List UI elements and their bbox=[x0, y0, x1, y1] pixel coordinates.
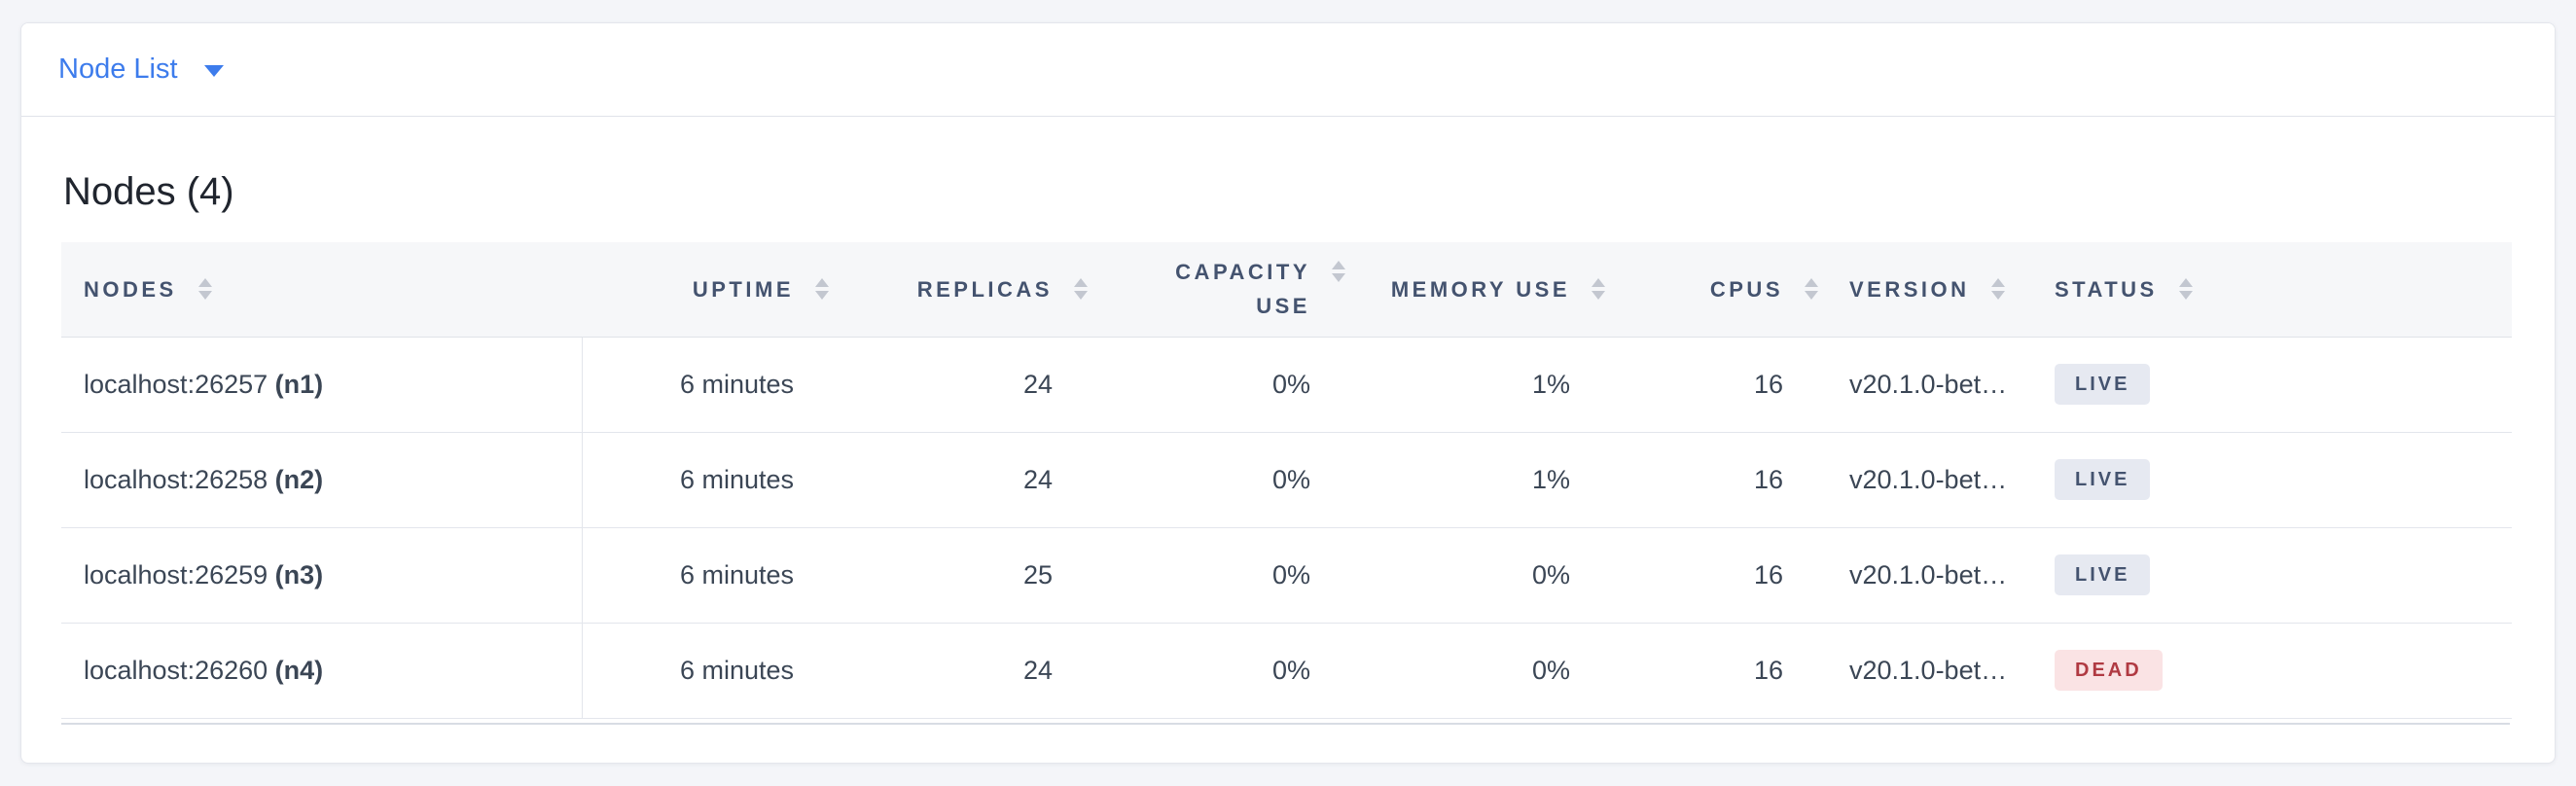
sort-arrows-icon bbox=[1074, 277, 1088, 300]
memory-use-cell: 1% bbox=[1349, 337, 1609, 433]
status-cell: LIVE bbox=[2034, 432, 2512, 528]
sort-arrows-icon bbox=[1592, 277, 1605, 300]
table-row[interactable]: localhost:26258 (n2) 6 minutes 24 0% 1% … bbox=[61, 432, 2512, 528]
table-row[interactable]: localhost:26257 (n1) 6 minutes 24 0% 1% … bbox=[61, 337, 2512, 433]
sort-arrows-icon bbox=[2178, 277, 2193, 300]
table-row[interactable]: localhost:26260 (n4) 6 minutes 24 0% 0% … bbox=[61, 623, 2512, 719]
status-badge: DEAD bbox=[2055, 650, 2163, 691]
node-id: (n4) bbox=[274, 655, 324, 685]
capacity-use-cell: 0% bbox=[1091, 527, 1349, 624]
version-cell: v20.1.0-bet… bbox=[1822, 623, 2034, 719]
column-header-version[interactable]: VERSION bbox=[1822, 242, 2034, 338]
node-list-dropdown[interactable]: Node List bbox=[58, 54, 224, 86]
node-address-cell: localhost:26259 (n3) bbox=[61, 527, 583, 624]
node-address: localhost:26257 bbox=[84, 369, 268, 399]
node-table: NODES UPTIME REPLICAS bbox=[61, 242, 2512, 719]
status-badge: LIVE bbox=[2055, 554, 2151, 595]
status-badge: LIVE bbox=[2055, 459, 2151, 500]
cpus-cell: 16 bbox=[1609, 527, 1822, 624]
memory-use-cell: 0% bbox=[1349, 623, 1609, 719]
column-header-memory-use[interactable]: MEMORY USE bbox=[1349, 242, 1609, 338]
capacity-use-cell: 0% bbox=[1091, 432, 1349, 528]
uptime-cell: 6 minutes bbox=[582, 337, 833, 433]
sort-arrows-icon bbox=[815, 277, 829, 300]
status-cell: LIVE bbox=[2034, 527, 2512, 624]
column-header-nodes[interactable]: NODES bbox=[61, 242, 582, 338]
status-cell: DEAD bbox=[2034, 623, 2512, 719]
replicas-cell: 24 bbox=[833, 432, 1091, 528]
capacity-use-cell: 0% bbox=[1091, 623, 1349, 719]
column-header-replicas[interactable]: REPLICAS bbox=[833, 242, 1091, 338]
column-header-status[interactable]: STATUS bbox=[2034, 242, 2512, 338]
cpus-cell: 16 bbox=[1609, 337, 1822, 433]
replicas-cell: 24 bbox=[833, 623, 1091, 719]
sort-arrows-icon bbox=[1332, 261, 1345, 283]
node-address: localhost:26258 bbox=[84, 464, 268, 494]
uptime-cell: 6 minutes bbox=[582, 623, 833, 719]
column-header-capacity-use[interactable]: CAPACITY USE bbox=[1091, 242, 1349, 338]
capacity-use-cell: 0% bbox=[1091, 337, 1349, 433]
node-id: (n1) bbox=[274, 369, 324, 399]
node-address: localhost:26259 bbox=[84, 559, 268, 590]
cpus-cell: 16 bbox=[1609, 432, 1822, 528]
node-list-dropdown-label: Node List bbox=[58, 54, 178, 85]
chevron-down-icon bbox=[203, 65, 224, 77]
node-address-cell: localhost:26258 (n2) bbox=[61, 432, 583, 528]
sort-arrows-icon bbox=[197, 277, 212, 300]
node-address-cell: localhost:26260 (n4) bbox=[61, 623, 583, 719]
replicas-cell: 25 bbox=[833, 527, 1091, 624]
version-cell: v20.1.0-bet… bbox=[1822, 432, 2034, 528]
memory-use-cell: 1% bbox=[1349, 432, 1609, 528]
node-id: (n3) bbox=[274, 559, 324, 590]
memory-use-cell: 0% bbox=[1349, 527, 1609, 624]
column-header-uptime[interactable]: UPTIME bbox=[582, 242, 833, 338]
node-list-card: Node List Nodes (4) NODES bbox=[20, 22, 2556, 764]
page-title: Nodes (4) bbox=[63, 170, 234, 213]
view-tabbar: Node List bbox=[21, 23, 2555, 117]
status-badge: LIVE bbox=[2055, 364, 2151, 405]
node-address-cell: localhost:26257 (n1) bbox=[61, 337, 583, 433]
sort-arrows-icon bbox=[1805, 277, 1818, 300]
node-table-body: localhost:26257 (n1) 6 minutes 24 0% 1% … bbox=[61, 337, 2512, 719]
node-id: (n2) bbox=[274, 464, 324, 494]
node-address: localhost:26260 bbox=[84, 655, 268, 685]
version-cell: v20.1.0-bet… bbox=[1822, 527, 2034, 624]
sort-arrows-icon bbox=[1990, 277, 2005, 300]
version-cell: v20.1.0-bet… bbox=[1822, 337, 2034, 433]
status-cell: LIVE bbox=[2034, 337, 2512, 433]
replicas-cell: 24 bbox=[833, 337, 1091, 433]
node-table-wrap: NODES UPTIME REPLICAS bbox=[61, 242, 2512, 725]
uptime-cell: 6 minutes bbox=[582, 432, 833, 528]
uptime-cell: 6 minutes bbox=[582, 527, 833, 624]
table-row[interactable]: localhost:26259 (n3) 6 minutes 25 0% 0% … bbox=[61, 527, 2512, 624]
node-list-content: Nodes (4) NODES UPTIME bbox=[21, 169, 2555, 725]
column-header-cpus[interactable]: CPUS bbox=[1609, 242, 1822, 338]
cpus-cell: 16 bbox=[1609, 623, 1822, 719]
table-header-row: NODES UPTIME REPLICAS bbox=[61, 242, 2512, 338]
